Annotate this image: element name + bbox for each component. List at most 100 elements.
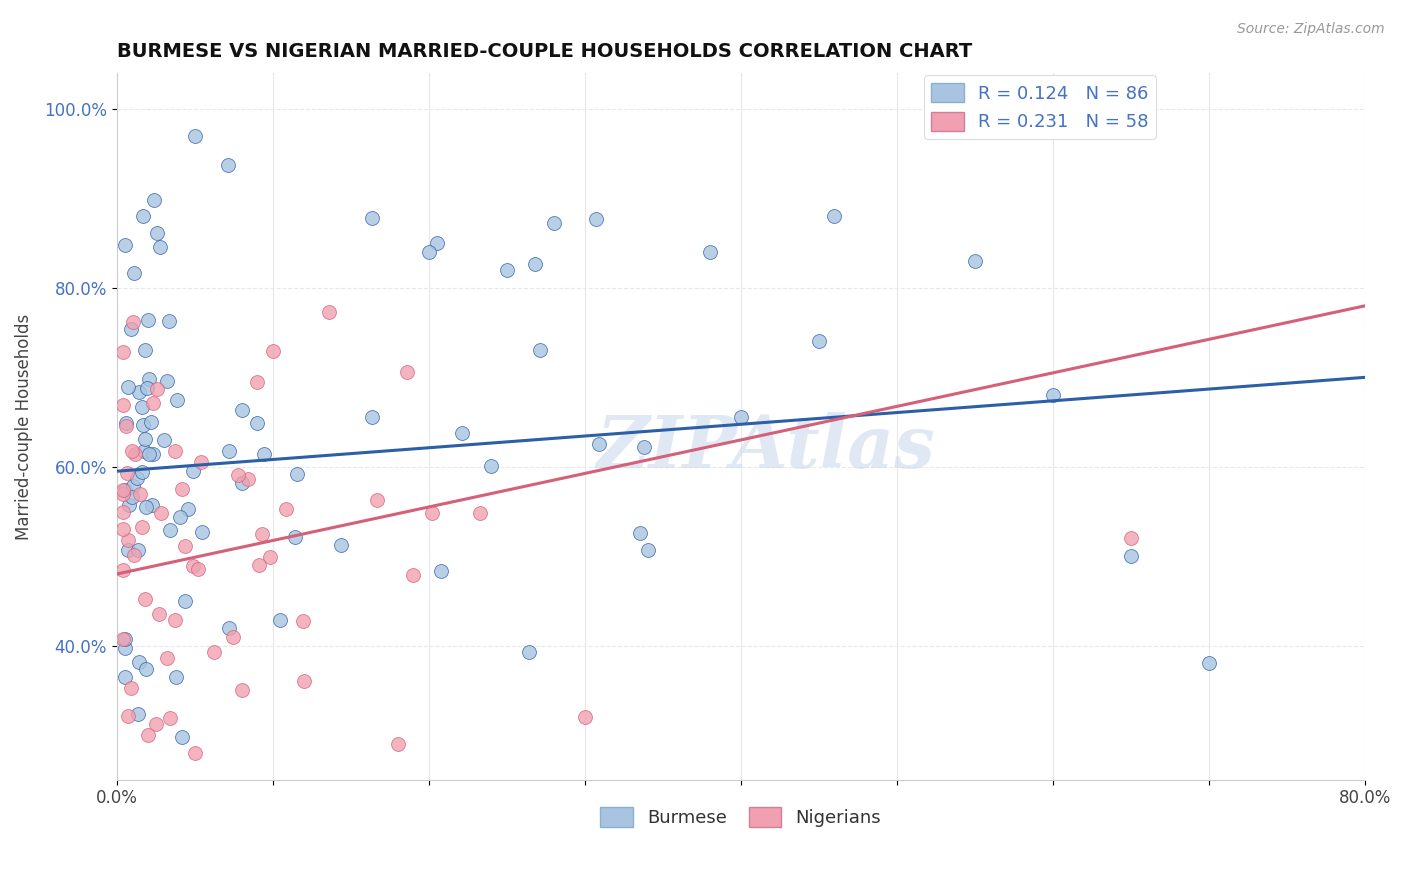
Point — [172, 483, 194, 497]
Point — [387, 737, 409, 751]
Point — [284, 530, 307, 544]
Point — [217, 158, 239, 172]
Point — [114, 632, 136, 646]
Point — [218, 621, 240, 635]
Point — [238, 472, 260, 486]
Point — [121, 443, 143, 458]
Point — [396, 365, 419, 379]
Point — [292, 674, 315, 689]
Point — [131, 520, 153, 534]
Point — [112, 483, 135, 497]
Point — [517, 645, 540, 659]
Point — [121, 322, 143, 336]
Point — [117, 542, 139, 557]
Point — [637, 543, 659, 558]
Point — [479, 458, 502, 473]
Point — [115, 419, 138, 434]
Point — [142, 396, 165, 410]
Point — [574, 710, 596, 724]
Point — [495, 263, 517, 277]
Point — [114, 238, 136, 252]
Point — [543, 216, 565, 230]
Point — [329, 538, 352, 552]
Point — [730, 410, 752, 425]
Point — [128, 385, 150, 400]
Point — [129, 487, 152, 501]
Point — [285, 467, 308, 481]
Point — [143, 193, 166, 207]
Point — [529, 343, 551, 357]
Point — [963, 254, 986, 268]
Point — [176, 501, 198, 516]
Point — [121, 479, 143, 493]
Point — [118, 498, 141, 512]
Point — [114, 483, 136, 497]
Point — [259, 550, 281, 565]
Point — [231, 683, 253, 698]
Point — [190, 455, 212, 469]
Point — [135, 500, 157, 514]
Y-axis label: Married-couple Households: Married-couple Households — [15, 313, 32, 540]
Point — [633, 440, 655, 454]
Point — [699, 245, 721, 260]
Point — [181, 558, 204, 573]
Point — [274, 502, 297, 516]
Point — [1042, 388, 1064, 402]
Point — [165, 444, 187, 458]
Point — [134, 591, 156, 606]
Text: Source: ZipAtlas.com: Source: ZipAtlas.com — [1237, 22, 1385, 37]
Point — [184, 746, 207, 760]
Point — [159, 711, 181, 725]
Point — [523, 256, 546, 270]
Point — [418, 245, 440, 260]
Point — [246, 375, 269, 389]
Point — [262, 343, 284, 358]
Point — [120, 681, 142, 696]
Point — [138, 447, 160, 461]
Point — [269, 613, 291, 627]
Point — [588, 436, 610, 450]
Point — [360, 409, 382, 424]
Point — [191, 524, 214, 539]
Point — [156, 374, 179, 388]
Point — [132, 418, 155, 433]
Point — [127, 542, 149, 557]
Point — [156, 650, 179, 665]
Point — [114, 669, 136, 683]
Point — [112, 505, 135, 519]
Point — [202, 645, 225, 659]
Point — [124, 447, 146, 461]
Point — [127, 706, 149, 721]
Point — [187, 561, 209, 575]
Point — [807, 334, 830, 348]
Point — [112, 632, 135, 647]
Point — [136, 728, 159, 742]
Point — [141, 498, 163, 512]
Point — [132, 443, 155, 458]
Point — [292, 614, 315, 628]
Point — [247, 558, 270, 573]
Point — [173, 539, 195, 553]
Point — [468, 506, 491, 520]
Point — [112, 398, 135, 412]
Point — [146, 382, 169, 396]
Legend: Burmese, Nigerians: Burmese, Nigerians — [593, 800, 889, 834]
Point — [401, 567, 423, 582]
Point — [112, 487, 135, 501]
Point — [112, 563, 135, 577]
Point — [451, 425, 474, 440]
Point — [585, 211, 607, 226]
Point — [628, 526, 651, 541]
Point — [121, 491, 143, 505]
Point — [115, 416, 138, 430]
Point — [218, 444, 240, 458]
Point — [112, 522, 135, 536]
Point — [131, 209, 153, 223]
Point — [169, 509, 191, 524]
Point — [426, 236, 449, 251]
Point — [124, 266, 146, 280]
Point — [420, 506, 443, 520]
Point — [231, 403, 253, 417]
Point — [128, 655, 150, 669]
Point — [174, 594, 197, 608]
